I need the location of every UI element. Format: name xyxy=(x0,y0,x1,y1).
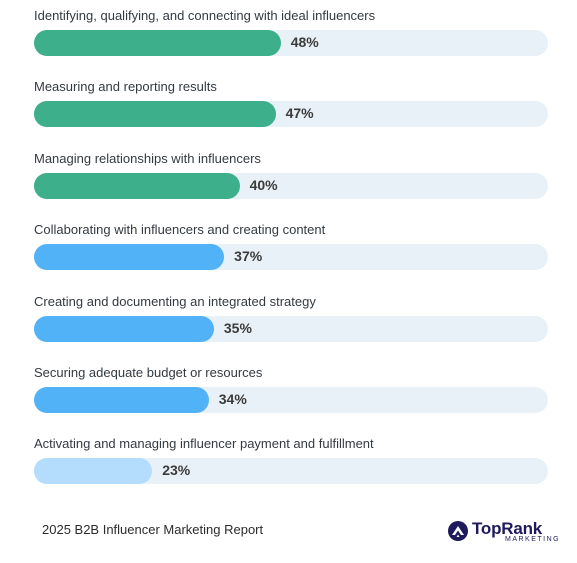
bar xyxy=(34,458,153,485)
bar-track: 47% xyxy=(34,101,548,128)
bar xyxy=(34,387,209,413)
value-label: 23% xyxy=(162,462,191,479)
bar xyxy=(34,315,214,342)
bar-row: Identifying, qualifying, and connecting … xyxy=(34,8,548,68)
bar-row: Managing relationships with influencers 4… xyxy=(34,151,548,211)
bar-row: Creating and documenting an integrated s… xyxy=(34,294,548,354)
bar-track: 40% xyxy=(34,172,548,199)
bar-track: 35% xyxy=(34,315,548,342)
value-label: 47% xyxy=(285,105,314,122)
bar-track: 37% xyxy=(34,244,548,271)
toprank-logo-icon xyxy=(448,521,468,541)
brand-logo: TopRank MARKETING xyxy=(447,518,561,548)
source-caption: 2025 B2B Influencer Marketing Report xyxy=(42,522,264,537)
category-label: Managing relationships with influencers xyxy=(34,150,261,166)
bar-row: Collaborating with influencers and creat… xyxy=(34,222,548,282)
bar-track: 48% xyxy=(34,30,548,56)
bar xyxy=(34,101,276,128)
brand-tagline: MARKETING xyxy=(505,536,561,543)
value-label: 37% xyxy=(234,248,263,265)
bar-chart: Identifying, qualifying, and connecting … xyxy=(34,8,548,496)
value-label: 35% xyxy=(223,319,252,336)
category-label: Creating and documenting an integrated s… xyxy=(34,293,316,309)
category-label: Collaborating with influencers and creat… xyxy=(34,222,326,238)
bar xyxy=(34,30,281,56)
brand-name: TopRank xyxy=(472,519,543,538)
value-label: 40% xyxy=(249,176,278,193)
value-label: 34% xyxy=(218,391,247,407)
category-label: Securing adequate budget or resources xyxy=(34,365,263,380)
bar xyxy=(34,172,240,199)
bar-row: Measuring and reporting results 47% xyxy=(34,79,548,139)
bar-track: 34% xyxy=(34,387,548,413)
bar-row: Securing adequate budget or resources 34% xyxy=(34,365,548,425)
category-label: Identifying, qualifying, and connecting … xyxy=(34,8,376,23)
bar xyxy=(34,244,225,271)
bar-row: Activating and managing influencer payme… xyxy=(34,436,548,496)
category-label: Activating and managing influencer payme… xyxy=(34,436,374,452)
bar-track: 23% xyxy=(34,458,548,485)
category-label: Measuring and reporting results xyxy=(34,79,217,95)
value-label: 48% xyxy=(290,34,319,50)
